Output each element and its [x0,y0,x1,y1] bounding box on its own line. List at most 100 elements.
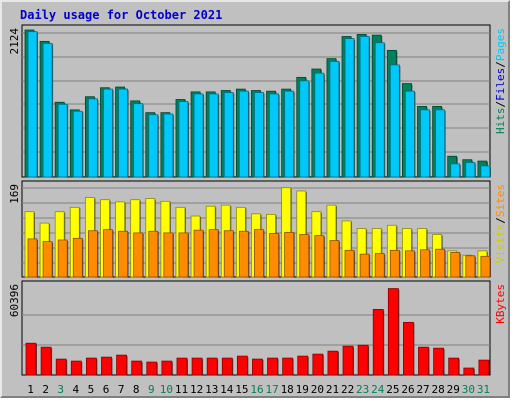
x-tick-day: 5 [88,383,95,396]
x-tick-day: 25 [386,383,399,396]
x-tick-day: 21 [326,383,339,396]
sites-bar [254,229,265,278]
files-bar [27,31,38,178]
sites-bar [193,229,205,278]
kbytes-bar [131,360,143,376]
y-tick-label: 60396 [8,284,21,317]
kbytes-bar [463,367,475,376]
files-bar [269,93,280,178]
sites-bar [57,239,69,278]
kbytes-bar [372,309,385,376]
kbytes-bar [206,357,219,376]
kbytes-bar [25,342,37,376]
x-tick-day: 22 [341,383,354,396]
kbytes-bar [101,356,113,376]
legend-part: / [494,217,507,224]
files-bar [72,110,84,178]
files-bar [389,64,401,178]
kbytes-bar [282,357,294,376]
kbytes-bar [221,357,234,376]
kbytes-bar [478,359,490,376]
x-tick-day: 15 [235,383,248,396]
x-tick-day: 23 [356,383,369,396]
x-tick-day: 3 [57,383,64,396]
files-bar [465,162,476,178]
kbytes-bar [252,358,264,376]
sites-bar [299,234,310,278]
kbytes-bar [85,357,98,376]
sites-bar [133,232,144,278]
x-tick-day: 2 [42,383,49,396]
files-bar [284,90,295,178]
kbytes-bar [161,360,173,376]
x-tick-day: 4 [73,383,80,396]
sites-bar [72,237,84,278]
kbytes-bar [357,344,370,376]
kbytes-bar [55,358,68,376]
files-bar [238,90,250,178]
kbytes-bar [146,361,158,376]
files-bar [57,103,69,178]
x-tick-day: 17 [265,383,278,396]
files-bar [359,36,371,178]
sites-bar [87,230,99,278]
sites-bar [42,241,54,278]
sites-bar [148,230,159,278]
files-bar [118,88,129,178]
x-tick-day: 7 [118,383,125,396]
kbytes-bar [433,347,445,376]
x-tick-day: 10 [160,383,173,396]
files-bar [405,90,416,178]
files-bar [148,114,159,178]
right-legend-1: Hits/Files/Pages [494,28,507,134]
y-tick-label: 169 [8,184,21,204]
x-tick-day: 19 [296,383,309,396]
sites-bar [269,233,280,278]
sites-bar [374,253,386,278]
kbytes-bar [267,357,279,376]
kbytes-bar [418,346,430,376]
legend-part: / [494,101,507,108]
kbytes-bar [403,321,415,376]
sites-bar [27,238,38,278]
chart-bars [24,29,491,376]
kbytes-bar [236,355,249,376]
files-bar [254,92,265,178]
sites-bar [163,232,174,278]
y-tick-label: 2124 [8,28,21,55]
files-bar [103,88,114,178]
files-bar [208,93,220,178]
x-tick-day: 18 [281,383,294,396]
x-tick-day: 8 [133,383,140,396]
x-tick-day: 6 [103,383,110,396]
x-tick-day: 14 [220,383,234,396]
sites-bar [314,235,325,278]
sites-bar [450,252,461,278]
kbytes-bar [116,354,128,376]
x-tick-day: 12 [190,383,203,396]
x-tick-day: 30 [462,383,475,396]
sites-bar [344,249,356,278]
kbytes-bar [40,346,53,376]
legend-part: Visits [494,224,507,264]
x-tick-day: 24 [371,383,385,396]
files-bar [193,93,205,178]
files-bar [435,109,446,178]
files-bar [374,42,386,178]
x-tick-day: 27 [416,383,429,396]
x-tick-day: 13 [205,383,218,396]
kbytes-bar [448,357,460,376]
legend-part: Files [494,68,507,101]
legend-part: KBytes [494,284,507,324]
kbytes-bar [191,357,204,376]
files-bar [163,113,174,178]
sites-bar [208,229,220,278]
files-bar [314,72,325,178]
sites-bar [284,231,295,278]
chart-title: Daily usage for October 2021 [20,8,223,22]
x-tick-day: 16 [250,383,263,396]
x-tick-day: 9 [148,383,155,396]
x-tick-day: 20 [311,383,324,396]
